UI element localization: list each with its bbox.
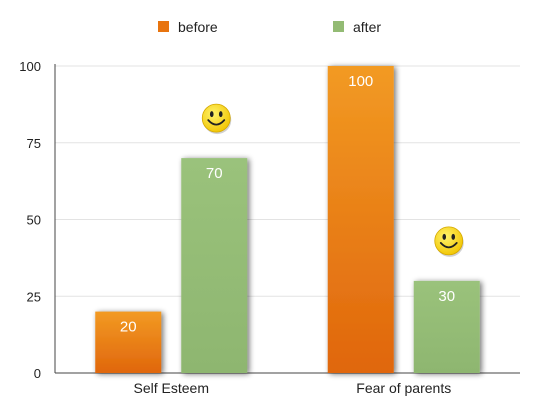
smiley-face — [434, 226, 464, 256]
x-tick-label: Self Esteem — [134, 380, 209, 396]
smiley-eye-left — [209, 111, 214, 118]
smiley-mouth — [439, 242, 458, 249]
bar-after-1 — [413, 280, 480, 373]
bar-after-0 — [181, 158, 248, 373]
bar-before-1 — [327, 66, 394, 373]
data-label: 70 — [206, 165, 223, 182]
smiley-icon — [434, 226, 464, 257]
legend-label-after: after — [353, 19, 381, 35]
smiley-eye-right — [218, 111, 223, 118]
bars — [95, 66, 480, 373]
data-label: 20 — [120, 319, 137, 336]
y-tick-label: 75 — [27, 136, 41, 151]
legend-label-before: before — [178, 19, 218, 35]
smiley-icon — [201, 103, 232, 135]
data-labels: 20 70 100 30 — [120, 73, 455, 336]
y-tick-label: 50 — [27, 213, 41, 228]
x-tick-label: Fear of parents — [356, 380, 451, 396]
smiley-mouth — [207, 119, 226, 126]
legend-swatch-before — [158, 21, 169, 32]
annotations — [201, 103, 464, 257]
legend: before after — [158, 19, 381, 35]
data-label: 100 — [348, 73, 373, 90]
y-tick-label: 0 — [34, 366, 41, 381]
bar-before-0 — [95, 311, 162, 373]
y-tick-label: 25 — [27, 289, 41, 304]
data-label: 30 — [438, 288, 455, 305]
legend-swatch-after — [333, 21, 344, 32]
y-tick-label: 100 — [19, 59, 41, 74]
smiley-face — [201, 103, 231, 133]
gridlines — [55, 65, 520, 297]
smiley-eye-right — [451, 233, 456, 240]
smiley-eye-left — [442, 233, 447, 240]
